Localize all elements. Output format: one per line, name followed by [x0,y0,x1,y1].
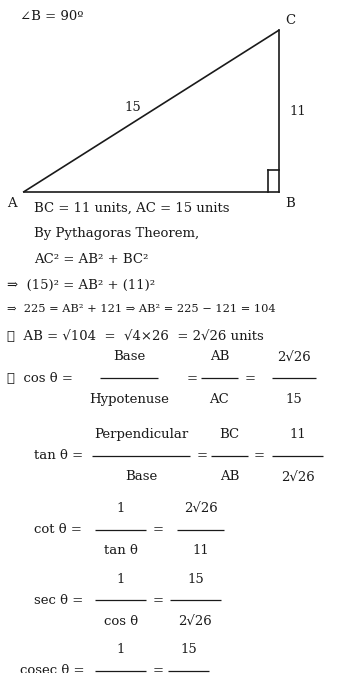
Text: cot θ =: cot θ = [34,523,82,536]
Text: =: = [197,449,208,462]
Text: 15: 15 [187,573,204,586]
Text: =: = [254,449,265,462]
Text: ⇒  (15)² = AB² + (11)²: ⇒ (15)² = AB² + (11)² [7,279,155,291]
Text: ⇒  225 = AB² + 121 ⇒ AB² = 225 − 121 = 104: ⇒ 225 = AB² + 121 ⇒ AB² = 225 − 121 = 10… [7,304,275,314]
Text: BC: BC [219,428,240,441]
Text: tan θ: tan θ [104,544,138,557]
Text: AB: AB [220,470,239,483]
Text: 1: 1 [117,502,125,515]
Text: BC = 11 units, AC = 15 units: BC = 11 units, AC = 15 units [34,202,230,215]
Text: Base: Base [125,470,157,483]
Text: 11: 11 [192,544,209,557]
Text: =: = [153,594,164,607]
Text: AB: AB [210,351,229,363]
Text: 2√26: 2√26 [277,351,311,363]
Text: AC: AC [209,393,229,406]
Text: A: A [7,197,17,210]
Text: B: B [286,197,295,210]
Text: =: = [187,371,198,385]
Text: ∠B = 90º: ∠B = 90º [20,10,84,23]
Text: 15: 15 [180,643,197,656]
Text: =: = [153,523,164,536]
Text: 1: 1 [117,573,125,586]
Text: Hypotenuse: Hypotenuse [89,393,169,406]
Text: 11: 11 [289,428,306,441]
Text: tan θ =: tan θ = [34,449,83,462]
Text: cosec θ =: cosec θ = [20,664,85,673]
Text: 15: 15 [124,101,141,114]
Text: 1: 1 [117,643,125,656]
Text: 2√26: 2√26 [184,502,218,515]
Text: C: C [286,14,296,27]
Text: Base: Base [113,351,145,363]
Text: Perpendicular: Perpendicular [94,428,188,441]
Text: 2√26: 2√26 [280,470,314,483]
Text: =: = [244,371,255,385]
Text: 15: 15 [286,393,303,406]
Text: By Pythagoras Theorem,: By Pythagoras Theorem, [34,227,199,240]
Text: sec θ =: sec θ = [34,594,83,607]
Text: ∴  AB = √104  =  √4×26  = 2√26 units: ∴ AB = √104 = √4×26 = 2√26 units [7,330,264,343]
Text: 2√26: 2√26 [178,615,212,628]
Text: 11: 11 [289,104,306,118]
Text: ∴  cos θ =: ∴ cos θ = [7,371,73,385]
Text: AC² = AB² + BC²: AC² = AB² + BC² [34,253,148,266]
Text: cos θ: cos θ [104,615,138,628]
Text: =: = [153,664,164,673]
